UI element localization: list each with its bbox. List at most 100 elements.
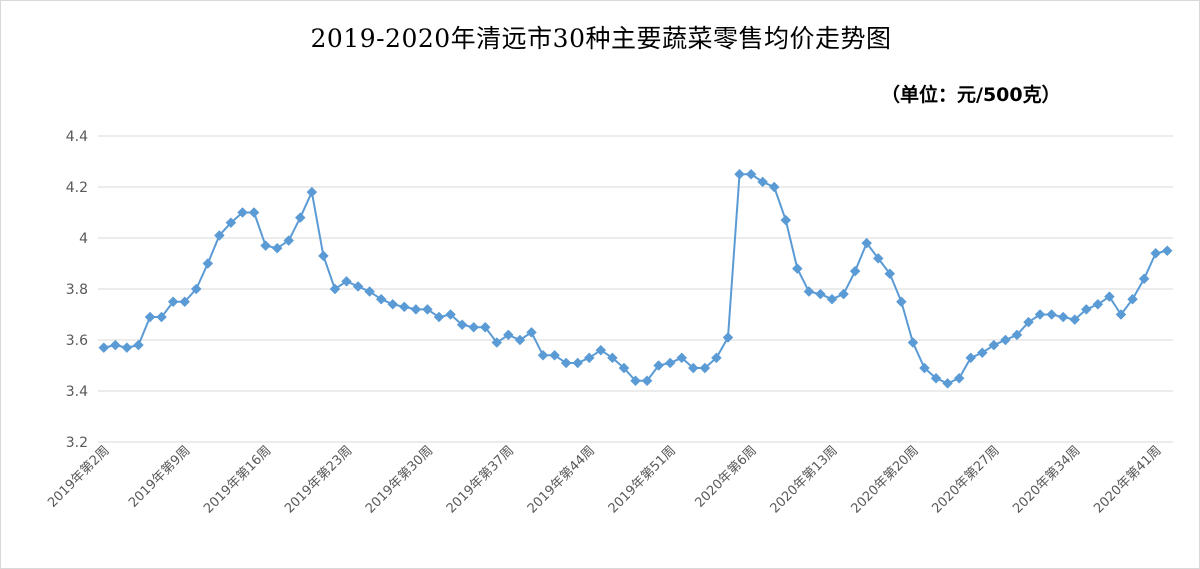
data-point	[976, 347, 988, 359]
data-point	[745, 168, 757, 180]
x-tick-label: 2019年第16周	[201, 443, 274, 516]
y-tick-label: 3.4	[66, 384, 88, 400]
data-point	[1034, 309, 1046, 320]
data-point	[271, 242, 283, 254]
data-point	[1069, 314, 1081, 325]
data-point	[468, 321, 480, 333]
data-point	[560, 357, 572, 369]
data-point	[1161, 245, 1173, 257]
data-point	[687, 362, 699, 374]
data-point	[387, 298, 399, 310]
data-point	[757, 176, 769, 188]
data-point	[630, 375, 641, 387]
x-tick-label: 2020年第13周	[768, 443, 841, 516]
y-tick-label: 4.4	[66, 129, 88, 145]
x-tick-label: 2020年第27周	[929, 443, 1002, 516]
data-point	[711, 352, 722, 364]
data-point	[433, 311, 445, 323]
data-point	[1127, 293, 1138, 305]
data-point	[838, 288, 849, 300]
data-point	[907, 337, 919, 348]
data-point	[202, 258, 214, 269]
data-point	[1115, 309, 1127, 320]
x-tick-label: 2020年第6周	[692, 443, 759, 510]
x-tick-label: 2019年第44周	[525, 443, 598, 516]
y-tick-label: 4.2	[66, 180, 88, 196]
data-point	[988, 339, 1000, 351]
data-point	[930, 372, 942, 384]
data-point	[849, 265, 861, 277]
data-point	[398, 301, 410, 313]
data-point	[896, 296, 907, 308]
data-point	[502, 329, 514, 341]
data-point	[260, 240, 271, 252]
data-point	[953, 372, 965, 384]
data-point	[248, 207, 260, 218]
data-point	[341, 275, 352, 287]
data-point	[422, 304, 433, 315]
data-point	[306, 186, 318, 198]
data-point	[861, 237, 873, 249]
x-tick-label: 2019年第23周	[282, 443, 355, 516]
data-point	[1092, 298, 1104, 310]
data-point	[294, 212, 306, 223]
data-point	[456, 319, 468, 331]
data-point	[410, 304, 422, 315]
data-point	[1150, 247, 1162, 259]
data-point	[1138, 273, 1150, 285]
data-point	[572, 357, 584, 369]
data-point	[583, 352, 595, 364]
data-point	[144, 311, 156, 323]
data-point	[1104, 291, 1115, 303]
data-point	[1057, 311, 1069, 323]
data-point	[109, 339, 121, 351]
data-point	[676, 352, 688, 364]
y-tick-label: 4	[79, 231, 88, 247]
data-point	[942, 377, 953, 389]
data-point	[121, 342, 133, 354]
data-point	[479, 321, 491, 333]
data-point	[664, 357, 676, 369]
data-point	[375, 293, 387, 305]
data-point	[826, 293, 838, 305]
x-tick-label: 2020年第41周	[1091, 443, 1164, 516]
data-point	[179, 296, 191, 308]
data-point	[237, 207, 248, 218]
data-point	[318, 250, 329, 262]
data-series	[98, 168, 1173, 389]
data-point	[791, 263, 803, 274]
data-point	[225, 217, 237, 229]
data-point	[884, 268, 896, 280]
data-point	[1011, 329, 1023, 341]
data-point	[965, 352, 977, 364]
data-point	[1046, 309, 1057, 320]
data-point	[919, 362, 930, 374]
data-point	[780, 214, 792, 226]
data-point	[734, 168, 745, 180]
data-point	[803, 286, 815, 297]
y-axis-ticks: 3.2 3.4 3.6 3.8 4 4.2 4.4	[66, 129, 88, 451]
data-point	[156, 311, 167, 323]
data-point	[722, 332, 734, 343]
data-point	[1080, 304, 1092, 315]
data-point	[699, 362, 711, 374]
x-tick-label: 2019年第51周	[606, 443, 679, 516]
data-point	[190, 283, 202, 295]
data-point	[98, 342, 110, 354]
data-point	[364, 286, 375, 297]
y-tick-label: 3.2	[66, 435, 88, 451]
data-point	[618, 362, 630, 374]
data-point	[526, 326, 537, 338]
x-tick-label: 2020年第20周	[848, 443, 921, 516]
data-point	[872, 253, 884, 264]
data-point	[445, 309, 456, 320]
y-tick-label: 3.8	[66, 282, 88, 298]
x-tick-label: 2019年第2周	[45, 443, 112, 510]
data-point	[641, 375, 653, 387]
gridlines	[98, 135, 1173, 443]
data-point	[537, 349, 549, 361]
data-point	[352, 281, 364, 292]
data-point	[167, 296, 179, 308]
